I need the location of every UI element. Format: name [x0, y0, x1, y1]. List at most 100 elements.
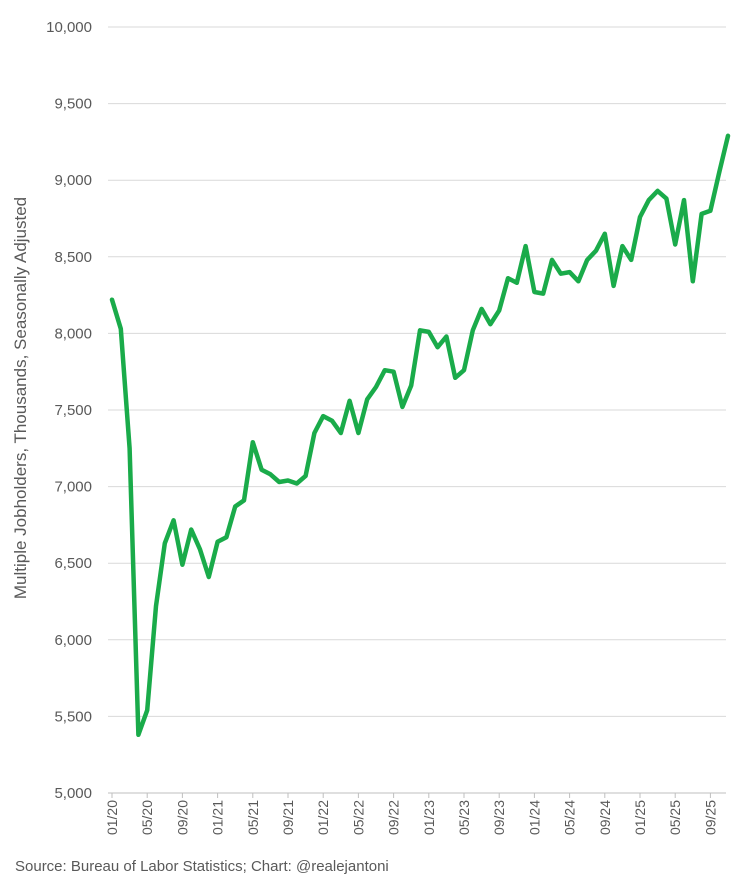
y-tick-label: 7,000: [54, 479, 92, 496]
y-tick-label: 5,000: [54, 785, 92, 802]
data-point: [674, 243, 676, 246]
data-point: [577, 280, 580, 282]
x-tick-label: 05/21: [245, 800, 261, 835]
data-point: [507, 277, 509, 279]
data-point: [322, 415, 324, 417]
data-point: [349, 400, 351, 402]
data-point: [331, 420, 333, 422]
data-point: [551, 259, 553, 261]
data-point: [604, 233, 606, 235]
x-tick-label: 09/23: [491, 800, 507, 835]
x-tick-label: 09/21: [280, 800, 296, 835]
y-tick-label: 6,000: [54, 632, 92, 649]
gridlines: [108, 26, 726, 794]
data-point: [243, 499, 245, 501]
data-point: [181, 564, 183, 566]
data-point: [261, 469, 263, 471]
y-tick-label: 9,500: [54, 96, 92, 113]
data-point: [533, 291, 536, 293]
data-point: [718, 171, 720, 174]
source-note: Source: Bureau of Labor Statistics; Char…: [15, 858, 389, 875]
data-point: [657, 190, 659, 192]
data-point: [340, 432, 342, 434]
x-axis-ticks: 01/20 05/20 09/20 01/21 05/21 09/21 01/22 05/22…: [104, 793, 718, 835]
x-tick-label: 05/22: [350, 800, 366, 835]
x-tick-label: 09/25: [702, 800, 718, 835]
data-point: [137, 734, 139, 736]
data-point: [621, 245, 624, 247]
data-point: [428, 331, 430, 333]
data-point: [384, 369, 386, 371]
data-point: [146, 709, 148, 711]
x-tick-label: 01/23: [421, 800, 437, 835]
data-point: [683, 199, 685, 201]
data-point: [489, 323, 491, 325]
data-point: [454, 377, 456, 379]
data-point: [560, 273, 562, 275]
x-tick-label: 01/24: [526, 800, 542, 835]
data-point: [287, 479, 289, 482]
y-tick-label: 8,500: [54, 249, 92, 266]
data-point: [305, 475, 307, 477]
data-point: [419, 329, 421, 331]
data-point: [173, 519, 175, 521]
data-point: [472, 329, 474, 331]
series-group: [109, 133, 731, 738]
data-point: [542, 293, 544, 295]
data-point: [190, 528, 192, 531]
data-point: [481, 308, 483, 310]
y-tick-label: 6,500: [54, 555, 92, 572]
y-tick-label: 7,500: [54, 402, 92, 419]
data-point: [199, 548, 201, 551]
data-point: [525, 245, 527, 247]
data-point: [410, 384, 412, 387]
x-tick-label: 09/20: [174, 800, 190, 835]
x-tick-label: 01/22: [315, 800, 331, 835]
x-tick-label: 01/20: [104, 800, 120, 835]
data-point: [278, 481, 280, 483]
x-tick-label: 09/24: [597, 800, 613, 835]
data-point: [727, 135, 729, 137]
data-point: [648, 199, 650, 201]
data-point: [709, 210, 712, 212]
data-point: [296, 482, 298, 485]
y-axis-title: Multiple Jobholders, Thousands, Seasonal…: [11, 197, 30, 599]
y-tick-label: 8,000: [54, 325, 92, 342]
data-point: [234, 505, 236, 508]
y-tick-label: 9,000: [54, 172, 92, 189]
series-line: [109, 133, 731, 738]
data-point: [639, 216, 641, 218]
x-tick-label: 09/22: [386, 800, 402, 835]
data-point: [208, 576, 210, 578]
data-point: [445, 335, 447, 338]
y-axis-ticks: 5,000 5,500 6,000 6,500 7,000 7,500 8,000 8,500…: [46, 19, 92, 802]
data-point: [516, 282, 518, 284]
data-point: [630, 259, 632, 261]
data-point: [120, 328, 122, 330]
x-tick-label: 05/25: [667, 800, 683, 835]
data-point: [313, 432, 315, 434]
data-point: [692, 280, 694, 282]
data-point: [164, 542, 166, 544]
data-point: [366, 398, 368, 400]
data-point: [586, 259, 588, 261]
data-point: [437, 346, 439, 348]
data-point: [613, 285, 615, 287]
x-tick-label: 01/21: [210, 800, 226, 835]
data-point: [225, 536, 227, 538]
data-point: [269, 473, 271, 475]
data-point: [252, 441, 254, 443]
x-tick-label: 05/20: [139, 800, 155, 835]
data-point: [401, 406, 403, 408]
data-point: [498, 309, 500, 311]
data-point: [701, 213, 703, 215]
x-tick-label: 05/24: [562, 800, 578, 835]
data-point: [463, 369, 465, 371]
y-tick-label: 10,000: [46, 19, 92, 36]
data-point: [155, 605, 157, 607]
y-tick-label: 5,500: [54, 708, 92, 725]
data-point: [393, 371, 395, 373]
data-point: [569, 271, 571, 273]
data-point: [595, 250, 597, 252]
